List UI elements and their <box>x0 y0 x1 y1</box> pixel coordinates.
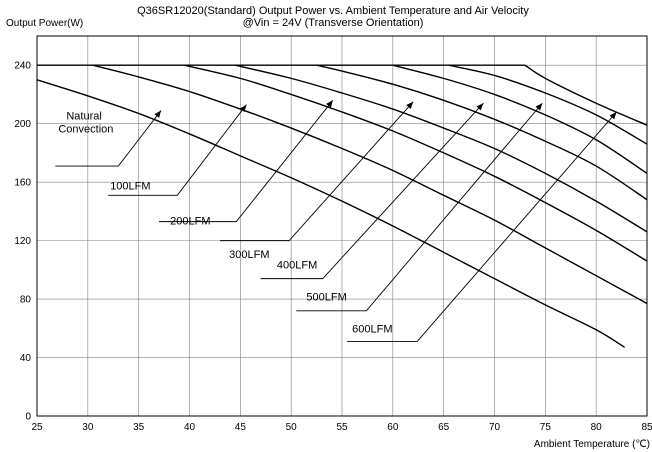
leader-arrowhead <box>535 103 543 111</box>
series-line <box>92 64 648 305</box>
x-tick-label: 50 <box>286 422 298 433</box>
x-tick-label: 80 <box>591 422 603 433</box>
x-axis-label: Ambient Temperature (℃) <box>534 439 650 450</box>
leader-line <box>55 110 162 167</box>
leader-arrowhead <box>476 103 484 111</box>
y-tick-label: 40 <box>20 353 32 364</box>
series-line <box>316 64 648 201</box>
y-tick-label: 80 <box>20 295 32 306</box>
annotations: Natural Convection 100LFM 200LFM 300LFM 400LF… <box>55 100 617 342</box>
leader-line <box>260 102 484 280</box>
leader-arrowhead <box>326 100 333 108</box>
series-label: 100LFM <box>110 180 150 192</box>
x-tick-label: 75 <box>540 422 552 433</box>
leader-arrowhead <box>609 112 617 120</box>
y-tick-label: 0 <box>25 412 31 423</box>
leader-line <box>159 100 334 223</box>
series-label: Natural Convection <box>58 110 113 135</box>
y-tick-label: 200 <box>14 119 31 130</box>
leader-arrowhead <box>239 104 247 113</box>
x-tick-label: 85 <box>641 422 652 433</box>
x-tick-label: 70 <box>489 422 501 433</box>
x-tick-label: 45 <box>235 422 247 433</box>
series-line <box>184 64 648 262</box>
y-tick-label: 120 <box>14 236 31 247</box>
series-label: 600LFM <box>352 324 392 336</box>
leader-arrowhead <box>154 110 162 118</box>
x-tick-label: 35 <box>133 422 145 433</box>
chart-title: Q36SR12020(Standard) Output Power vs. Am… <box>137 5 529 17</box>
plot-frame <box>36 35 648 417</box>
series-label: 400LFM <box>277 259 317 271</box>
leader-line <box>347 111 617 342</box>
leader-arrowhead <box>406 101 414 109</box>
x-tick-label: 40 <box>184 422 196 433</box>
leader-line <box>220 101 414 242</box>
series-line <box>235 64 648 233</box>
series-line <box>392 64 648 174</box>
x-tick-label: 55 <box>336 422 348 433</box>
series-label: 200LFM <box>170 216 210 228</box>
y-axis-label: Output Power(W) <box>6 18 83 29</box>
series-line <box>448 64 648 145</box>
x-tick-label: 30 <box>82 422 94 433</box>
leader-line <box>108 104 247 196</box>
x-tick-label: 25 <box>31 422 43 433</box>
series-lines <box>36 64 648 348</box>
leader-line <box>296 102 543 312</box>
x-tick-label: 65 <box>438 422 450 433</box>
series-line <box>36 79 625 348</box>
series-label: 500LFM <box>306 292 346 304</box>
series-label: 300LFM <box>229 249 269 261</box>
x-tick-label: 60 <box>387 422 399 433</box>
y-tick-label: 160 <box>14 178 31 189</box>
series-line <box>524 64 648 126</box>
y-tick-label: 240 <box>14 61 31 72</box>
chart-subtitle: @Vin = 24V (Transverse Orientation) <box>243 17 424 29</box>
tick-labels: 25 30 35 40 45 50 55 60 65 70 75 80 85 0 40 80 120 160 200… <box>14 61 652 433</box>
